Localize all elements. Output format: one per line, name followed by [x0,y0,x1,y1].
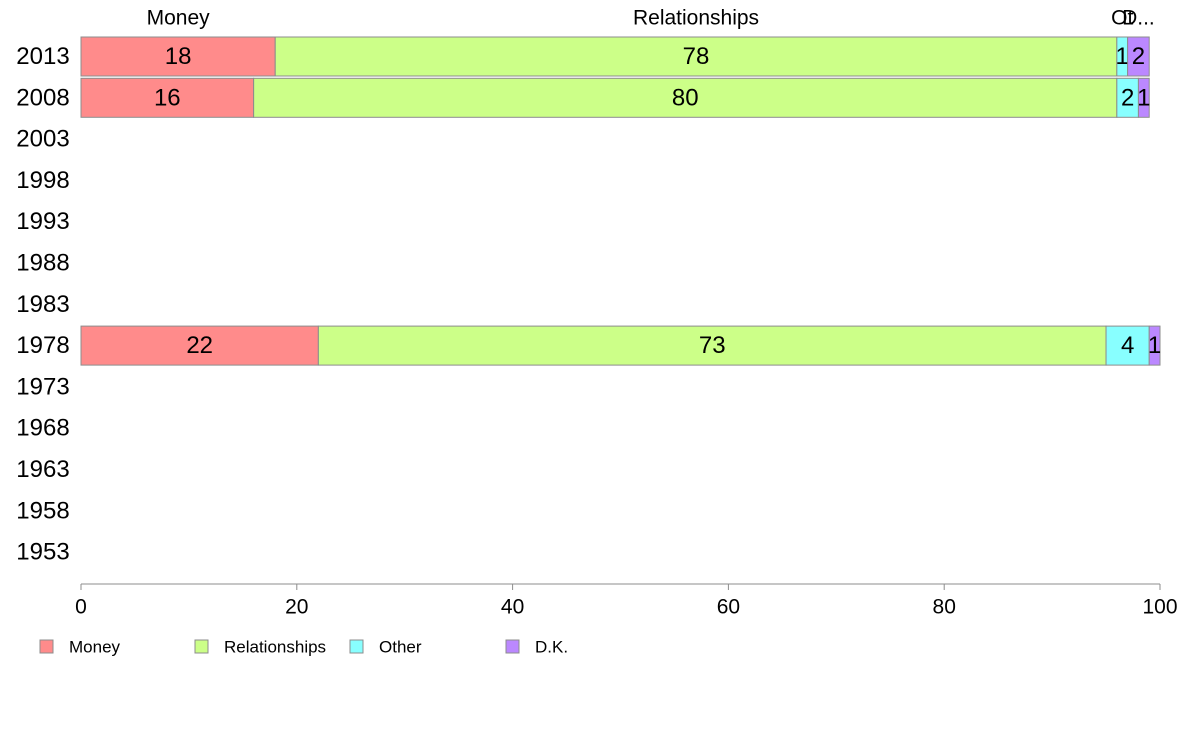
value-label-money-2008: 16 [154,84,181,111]
year-label-1983: 1983 [16,291,69,318]
bar-segment-relationships-2013 [274,36,1118,77]
year-label-1988: 1988 [16,250,69,277]
legend-swatch-relationships [194,639,209,654]
x-tick-label-40: 40 [501,596,524,619]
value-label-d-k-2008: 1 [1137,84,1150,111]
bar-segment-d-k-2013 [1127,36,1150,77]
value-label-other-2013: 1 [1116,43,1129,70]
top-series-labels: Money Relationships OtD... [147,7,1155,30]
year-label-1953: 1953 [16,539,69,566]
x-tick-label-0: 0 [75,596,87,619]
value-label-money-1978: 22 [186,332,213,359]
bar-segment-money-1978 [80,325,319,366]
bar-segment-d-k-1978 [1148,325,1161,366]
year-label-1958: 1958 [16,497,69,524]
x-tick-label-60: 60 [717,596,740,619]
year-label-2008: 2008 [16,84,69,111]
legend-label-relationships: Relationships [224,638,326,657]
x-axis: 0 20 40 60 80 100 [75,583,1178,619]
top-label-other: Ot [1111,7,1133,30]
bar-segment-relationships-1978 [317,325,1107,366]
value-label-d-k-1978: 1 [1148,332,1161,359]
value-label-relationships-2013: 78 [683,43,710,70]
x-tick-label-20: 20 [285,596,308,619]
bars-group: 18 78 1 216 80 2 122 73 4 1 [80,36,1161,366]
legend-label-other: Other [379,638,422,657]
legend-label-money: Money [69,638,121,657]
x-tick-label-80: 80 [933,596,956,619]
legend-label-d-k: D.K. [535,638,568,657]
top-label-d-k: D... [1122,7,1155,30]
value-label-relationships-1978: 73 [699,332,726,359]
value-label-relationships-2008: 80 [672,84,699,111]
bar-segment-d-k-2008 [1137,77,1150,118]
value-label-other-1978: 4 [1121,332,1134,359]
year-label-2013: 2013 [16,43,69,70]
year-label-1993: 1993 [16,208,69,235]
bar-segment-money-2008 [80,77,255,118]
value-label-other-2008: 2 [1121,84,1134,111]
year-label-2003: 2003 [16,126,69,153]
top-label-money: Money [147,7,211,30]
bar-segment-other-1978 [1105,325,1150,366]
year-label-1978: 1978 [16,332,69,359]
year-label-1998: 1998 [16,167,69,194]
legend-swatch-other [349,639,364,654]
year-axis: 2013 2008 2003 1998 1993 1988 1983 1978 1973 1968… [16,43,69,566]
year-label-1968: 1968 [16,415,69,442]
legend: Money Relationships Other D.K. [39,638,568,657]
value-label-d-k-2013: 2 [1132,43,1145,70]
year-label-1963: 1963 [16,456,69,483]
legend-swatch-d-k [505,639,520,654]
top-label-relationships: Relationships [633,7,759,30]
x-tick-label-100: 100 [1142,596,1177,619]
year-label-1973: 1973 [16,373,69,400]
legend-swatch-money [39,639,54,654]
value-label-money-2013: 18 [165,43,192,70]
